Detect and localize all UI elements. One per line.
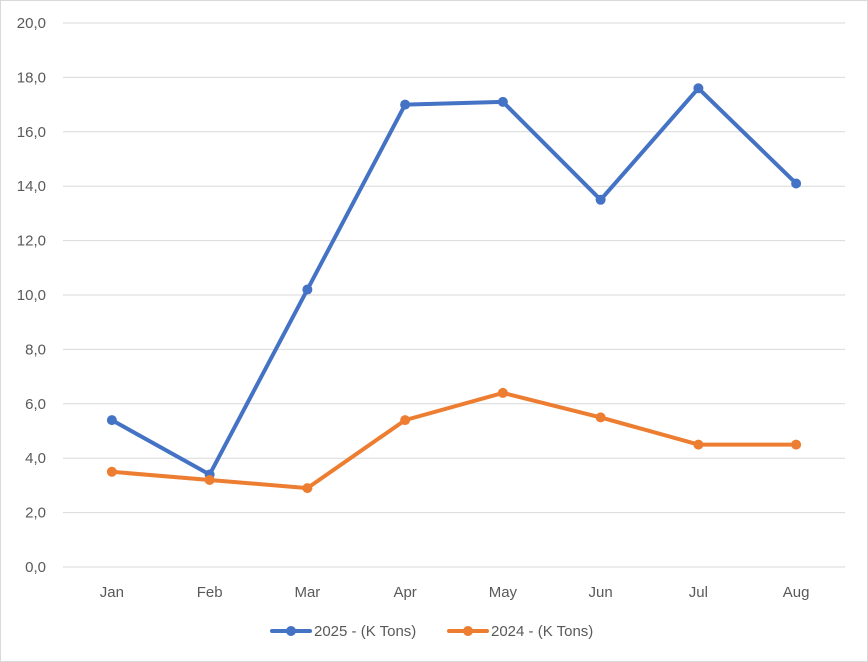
data-point [791,178,802,189]
legend-label: 2025 - (K Tons) [314,623,416,640]
series-line [109,86,799,477]
data-point [497,96,508,107]
x-tick-label: Apr [393,584,416,601]
data-point [693,83,704,94]
x-tick-label: Jan [100,584,124,601]
legend-label: 2024 - (K Tons) [491,623,593,640]
data-point [595,412,606,423]
y-tick-label: 10,0 [17,287,46,304]
y-tick-label: 6,0 [25,396,46,413]
data-point [204,474,215,485]
data-point [595,194,606,205]
y-tick-label: 12,0 [17,233,46,250]
x-tick-label: Aug [783,584,810,601]
gridlines [63,22,845,568]
y-tick-label: 4,0 [25,450,46,467]
y-tick-label: 0,0 [25,559,46,576]
x-tick-label: May [489,584,518,601]
data-point [497,387,508,398]
x-tick-label: Jun [589,584,613,601]
x-tick-label: Mar [294,584,320,601]
series-1 [106,387,802,494]
data-point [693,439,704,450]
legend: 2025 - (K Tons) 2024 - (K Tons) [270,623,593,640]
data-point [302,483,313,494]
legend-marker [463,626,473,636]
x-tick-label: Feb [197,584,223,601]
legend-entry: 2025 - (K Tons) [270,623,416,640]
y-tick-label: 18,0 [17,69,46,86]
data-point [106,415,117,426]
series-lines [106,83,802,494]
series-0 [106,83,802,480]
y-tick-label: 2,0 [25,505,46,522]
data-point [400,415,411,426]
y-axis-tick-labels: 0,0 2,0 4,0 6,0 8,0 10,0 12,0 14,0 16,0 18,0 20,0 [17,15,46,576]
y-tick-label: 16,0 [17,124,46,141]
legend-entry: 2024 - (K Tons) [447,623,593,640]
y-tick-label: 8,0 [25,341,46,358]
y-tick-label: 20,0 [17,15,46,32]
legend-marker [286,626,296,636]
data-point [791,439,802,450]
series-line [109,390,799,491]
x-axis-tick-labels: Jan Feb Mar Apr May Jun Jul Aug [100,584,810,601]
data-point [302,284,313,295]
x-tick-label: Jul [689,584,708,601]
y-tick-label: 14,0 [17,178,46,195]
data-point [400,99,411,110]
data-point [106,466,117,477]
